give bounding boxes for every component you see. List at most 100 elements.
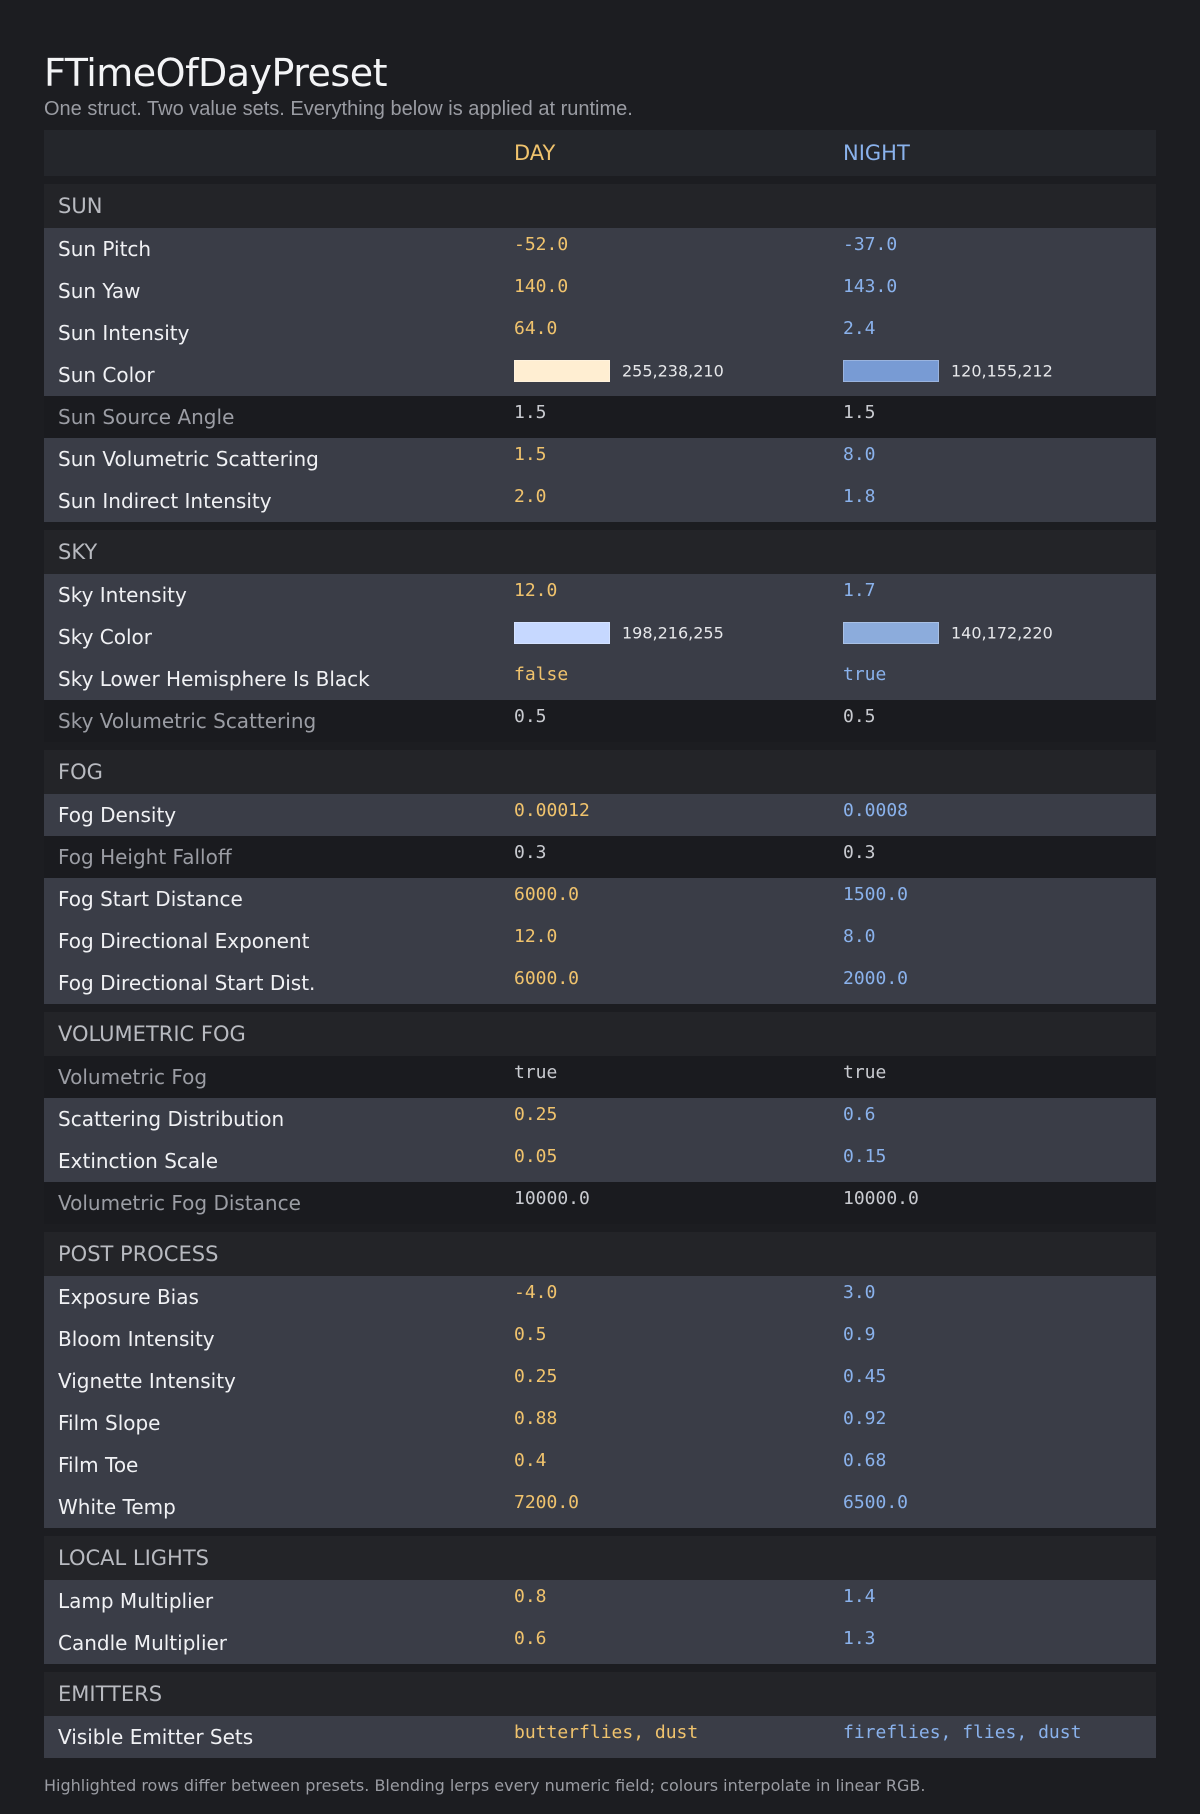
night-value: 1.5 xyxy=(843,401,876,423)
night-value-cell: 2000.0 xyxy=(843,962,1156,1004)
section-spacer xyxy=(44,742,1156,750)
color-rgb-text: 140,172,220 xyxy=(951,623,1053,643)
night-value: 1500.0 xyxy=(843,883,909,905)
night-value-cell: 143.0 xyxy=(843,270,1156,312)
night-value: true xyxy=(843,663,887,685)
table-row: Film Slope 0.88 0.92 xyxy=(44,1402,1156,1444)
day-value-cell: -52.0 xyxy=(514,228,843,270)
day-value: 12.0 xyxy=(514,925,558,947)
day-value: -4.0 xyxy=(514,1281,558,1303)
row-label: Film Slope xyxy=(44,1402,514,1444)
table-body: SUN Sun Pitch -52.0 -37.0 Sun Yaw 140.0 143.0 S… xyxy=(44,176,1156,1758)
night-value: fireflies, flies, dust xyxy=(843,1721,1082,1743)
night-value: true xyxy=(843,1061,887,1083)
night-value: 1.8 xyxy=(843,485,876,507)
table-row: Sun Pitch -52.0 -37.0 xyxy=(44,228,1156,270)
day-value: 7200.0 xyxy=(514,1491,580,1513)
day-value: 1.5 xyxy=(514,401,547,423)
day-value-cell: 140.0 xyxy=(514,270,843,312)
table-row: Sky Volumetric Scattering 0.5 0.5 xyxy=(44,700,1156,742)
night-value-cell: 120,155,212 xyxy=(843,354,1156,396)
night-value: 10000.0 xyxy=(843,1187,919,1209)
night-value-cell: true xyxy=(843,658,1156,700)
table-row: Sun Indirect Intensity 2.0 1.8 xyxy=(44,480,1156,522)
row-label: Lamp Multiplier xyxy=(44,1580,514,1622)
day-value-cell: 0.88 xyxy=(514,1402,843,1444)
day-value: 0.8 xyxy=(514,1585,547,1607)
row-label: Fog Density xyxy=(44,794,514,836)
table-row: Scattering Distribution 0.25 0.6 xyxy=(44,1098,1156,1140)
night-value: 6500.0 xyxy=(843,1491,909,1513)
section-title: EMITTERS xyxy=(44,1672,1156,1716)
day-value: 0.05 xyxy=(514,1145,558,1167)
day-value-cell: false xyxy=(514,658,843,700)
night-value: 0.68 xyxy=(843,1449,887,1471)
day-value-cell: 0.05 xyxy=(514,1140,843,1182)
day-value-cell: 0.3 xyxy=(514,836,843,878)
spacer-cell xyxy=(44,1004,1156,1012)
section-title: POST PROCESS xyxy=(44,1232,1156,1276)
row-label: White Temp xyxy=(44,1486,514,1528)
row-label: Scattering Distribution xyxy=(44,1098,514,1140)
day-value: false xyxy=(514,663,569,685)
day-value: true xyxy=(514,1061,558,1083)
row-label: Fog Directional Start Dist. xyxy=(44,962,514,1004)
day-value: 0.5 xyxy=(514,705,547,727)
section-header: SKY xyxy=(44,530,1156,574)
table-row: White Temp 7200.0 6500.0 xyxy=(44,1486,1156,1528)
row-label: Sun Intensity xyxy=(44,312,514,354)
table-row: Sky Lower Hemisphere Is Black false true xyxy=(44,658,1156,700)
color-rgb-text: 255,238,210 xyxy=(622,361,724,381)
day-value-cell: 0.25 xyxy=(514,1098,843,1140)
day-value-cell: 0.8 xyxy=(514,1580,843,1622)
table-row: Sun Yaw 140.0 143.0 xyxy=(44,270,1156,312)
table-row: Volumetric Fog Distance 10000.0 10000.0 xyxy=(44,1182,1156,1224)
night-value-cell: 1.5 xyxy=(843,396,1156,438)
night-value: 8.0 xyxy=(843,443,876,465)
row-label: Sky Intensity xyxy=(44,574,514,616)
table-row: Sun Color 255,238,210 120,155,212 xyxy=(44,354,1156,396)
table-row: Candle Multiplier 0.6 1.3 xyxy=(44,1622,1156,1664)
row-label: Fog Directional Exponent xyxy=(44,920,514,962)
row-label: Visible Emitter Sets xyxy=(44,1716,514,1758)
day-value: 6000.0 xyxy=(514,883,580,905)
night-value-cell: 2.4 xyxy=(843,312,1156,354)
day-value: 0.88 xyxy=(514,1407,558,1429)
night-value: 2.4 xyxy=(843,317,876,339)
day-value-cell: 6000.0 xyxy=(514,878,843,920)
row-label: Exposure Bias xyxy=(44,1276,514,1318)
color-swatch xyxy=(843,622,939,644)
section-title: SKY xyxy=(44,530,1156,574)
night-value-cell: fireflies, flies, dust xyxy=(843,1716,1156,1758)
section-spacer xyxy=(44,1664,1156,1672)
row-label: Sun Pitch xyxy=(44,228,514,270)
section-title: LOCAL LIGHTS xyxy=(44,1536,1156,1580)
header-day: DAY xyxy=(514,130,843,176)
night-value-cell: 0.9 xyxy=(843,1318,1156,1360)
night-value-cell: 0.0008 xyxy=(843,794,1156,836)
day-color-value: 198,216,255 xyxy=(514,622,724,644)
spacer-cell xyxy=(44,742,1156,750)
night-value: 2000.0 xyxy=(843,967,909,989)
night-value-cell: 1.8 xyxy=(843,480,1156,522)
night-value-cell: 8.0 xyxy=(843,920,1156,962)
night-value-cell: 0.92 xyxy=(843,1402,1156,1444)
table-row: Bloom Intensity 0.5 0.9 xyxy=(44,1318,1156,1360)
section-header: FOG xyxy=(44,750,1156,794)
section-spacer xyxy=(44,1528,1156,1536)
row-label: Sun Source Angle xyxy=(44,396,514,438)
night-value: -37.0 xyxy=(843,233,898,255)
day-value-cell: 7200.0 xyxy=(514,1486,843,1528)
day-value-cell: 0.00012 xyxy=(514,794,843,836)
day-value-cell: 198,216,255 xyxy=(514,616,843,658)
day-value-cell: butterflies, dust xyxy=(514,1716,843,1758)
section-header: SUN xyxy=(44,184,1156,228)
day-value: butterflies, dust xyxy=(514,1721,699,1743)
day-value: 1.5 xyxy=(514,443,547,465)
night-color-value: 120,155,212 xyxy=(843,360,1053,382)
preset-table: DAY NIGHT SUN Sun Pitch -52.0 -37.0 Sun Yaw 1… xyxy=(44,130,1156,1758)
spacer-cell xyxy=(44,522,1156,530)
night-value-cell: 1.3 xyxy=(843,1622,1156,1664)
spacer-cell xyxy=(44,1224,1156,1232)
